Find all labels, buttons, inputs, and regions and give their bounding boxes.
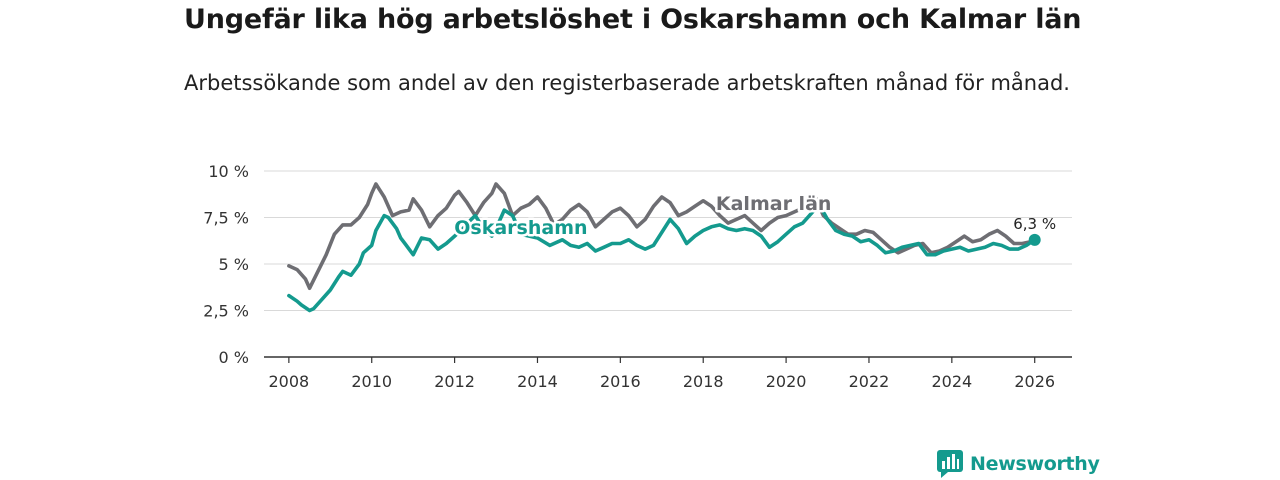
x-tick-label: 2010 [351,372,392,391]
newsworthy-brand: Newsworthy [937,450,1100,478]
y-tick-label: 7,5 % [203,209,249,228]
y-tick-label: 10 % [208,162,249,181]
x-tick-label: 2008 [269,372,310,391]
x-tick-label: 2020 [766,372,807,391]
x-tick-label: 2018 [683,372,724,391]
y-tick-label: 2,5 % [203,302,249,321]
series-label-oskarshamn: Oskarshamn [454,217,587,239]
series-lines [287,182,1041,313]
newsworthy-logo-icon [937,450,963,478]
y-axis-ticks: 0 % 2,5 % 5 % 7,5 % 10 % [203,162,249,367]
y-tick-label: 0 % [219,348,249,367]
y-tick-label: 5 % [219,255,249,274]
x-tick-label: 2024 [931,372,972,391]
end-value-label: 6,3 % [1013,215,1056,233]
gridlines [264,170,1072,311]
x-tick-label: 2026 [1014,372,1055,391]
series-line-kalmar-l-n [287,182,1037,290]
end-point-marker [1028,233,1041,246]
series-labels: 6,3 % Kalmar län Oskarshamn [452,191,1056,242]
x-tick-label: 2022 [849,372,890,391]
chart-title: Ungefär lika hög arbetslöshet i Oskarsha… [184,4,1082,35]
x-tick-label: 2014 [517,372,558,391]
series-label-kalmar-l-n: Kalmar län [716,193,832,215]
series-line-oskarshamn [287,202,1037,313]
x-tick-label: 2016 [600,372,641,391]
x-axis: 2008 2010 2012 2014 2016 2018 2020 2022 2024 2026 [264,356,1072,391]
x-tick-label: 2012 [434,372,475,391]
brand-name: Newsworthy [970,453,1100,475]
chart-subtitle: Arbetssökande som andel av den registerb… [184,71,1070,95]
